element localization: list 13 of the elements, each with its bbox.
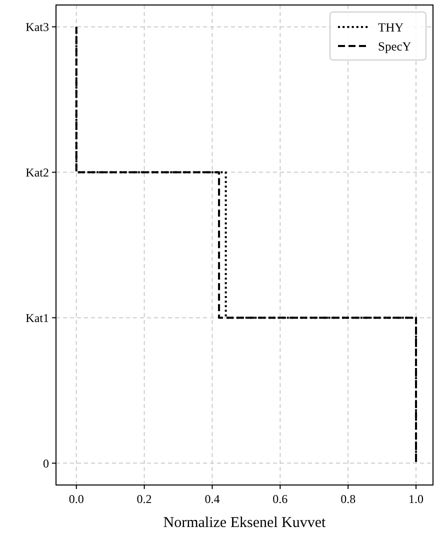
y-tick-label: Kat1 bbox=[26, 310, 49, 325]
x-tick-label: 0.4 bbox=[204, 492, 220, 506]
legend-label: THY bbox=[378, 20, 404, 34]
x-tick-label: 0.0 bbox=[68, 492, 84, 506]
x-tick-label: 0.8 bbox=[340, 492, 356, 506]
x-tick-label: 1.0 bbox=[408, 492, 424, 506]
y-tick-label: Kat2 bbox=[26, 165, 49, 180]
x-axis-title: Normalize Eksenel Kuvvet bbox=[163, 515, 327, 531]
y-tick-label: Kat3 bbox=[26, 20, 49, 34]
legend-label: SpecY bbox=[378, 39, 412, 54]
x-tick-label: 0.6 bbox=[272, 492, 288, 506]
x-tick-label: 0.2 bbox=[136, 492, 152, 506]
y-tick-label: 0 bbox=[43, 456, 49, 470]
